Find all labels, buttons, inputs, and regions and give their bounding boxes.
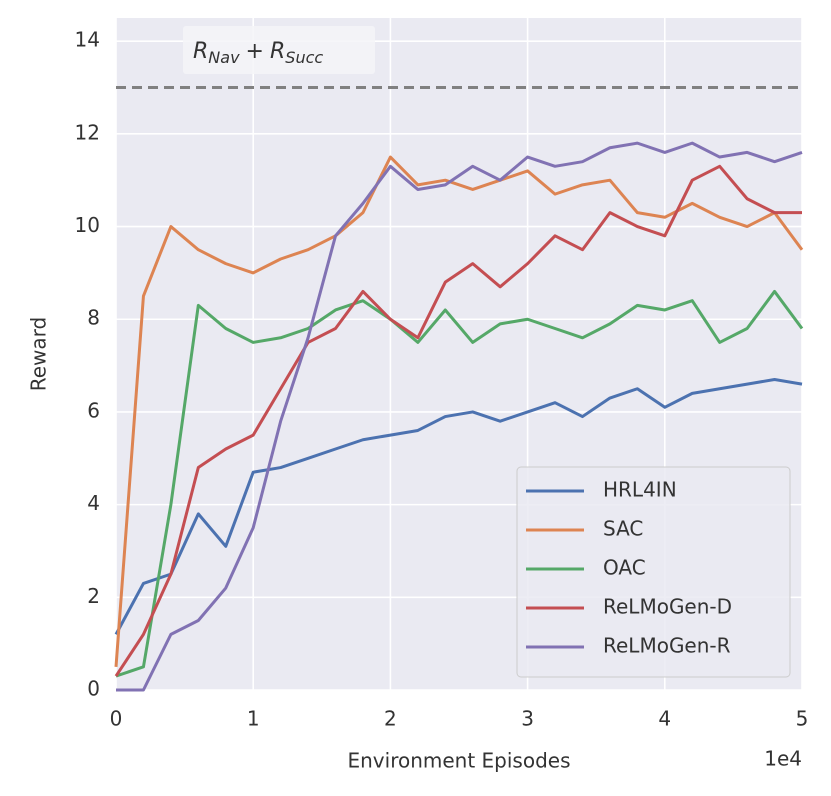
legend-label: SAC — [603, 517, 643, 541]
label-part: R — [270, 39, 285, 64]
legend-label: ReLMoGen-R — [603, 634, 731, 658]
x-tick-label: 1 — [247, 707, 260, 731]
series-line — [114, 164, 802, 677]
y-tick-label: 0 — [87, 677, 100, 701]
annotation-box — [183, 26, 375, 74]
x-tick-label: 5 — [796, 707, 809, 731]
y-tick-label: 10 — [75, 213, 100, 237]
x-tick-label: 2 — [384, 707, 397, 731]
x-offset-label: 1e4 — [764, 747, 802, 771]
label-part: Nav — [208, 48, 240, 67]
label-part: Succ — [285, 48, 323, 67]
x-tick-label: 0 — [110, 707, 123, 731]
x-tick-label: 3 — [521, 707, 534, 731]
y-tick-label: 8 — [87, 306, 100, 330]
y-tick-label: 12 — [75, 120, 100, 144]
x-axis-label: Environment Episodes — [347, 749, 570, 773]
x-tick-label: 4 — [658, 707, 671, 731]
reference-label: RNav + RSucc — [193, 39, 323, 67]
y-tick-label: 4 — [87, 491, 100, 515]
label-part: + — [246, 39, 264, 64]
y-tick-label: 6 — [87, 398, 100, 422]
y-tick-label: 14 — [75, 28, 100, 52]
legend-label: HRL4IN — [603, 478, 677, 502]
y-tick-label: 2 — [87, 584, 100, 608]
legend-box — [516, 466, 791, 678]
series-line — [114, 377, 803, 636]
series-line — [115, 289, 804, 678]
y-axis-label: Reward — [27, 317, 51, 391]
label-part: R — [193, 39, 208, 64]
series-line — [116, 141, 803, 692]
legend-label: ReLMoGen-D — [603, 595, 732, 619]
legend-label: OAC — [603, 556, 646, 580]
series-line — [114, 155, 804, 667]
